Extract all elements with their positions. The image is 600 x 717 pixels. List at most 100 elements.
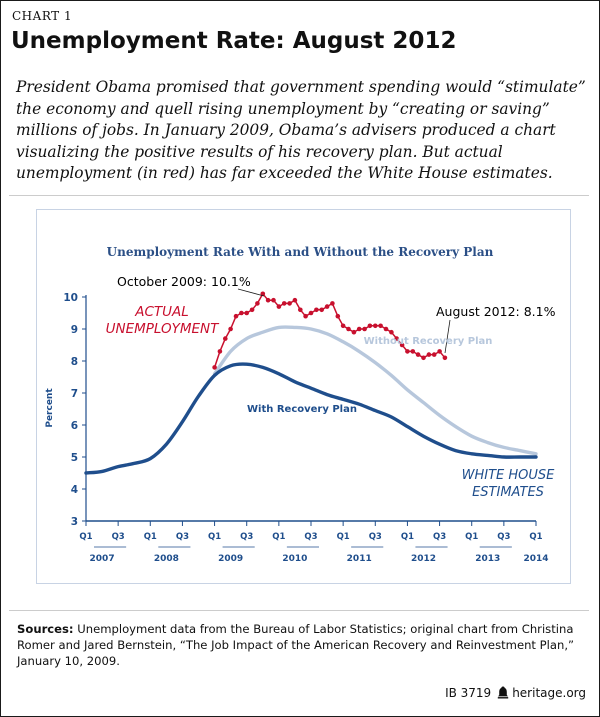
actual-data-point [346,326,351,332]
chart-number-label: CHART 1 [12,9,73,23]
actual-data-point [287,301,292,306]
actual-data-point [281,301,287,306]
actual-unemployment-label-2: UNEMPLOYMENT [106,321,221,337]
actual-data-point [330,301,335,306]
actual-data-point [239,310,244,316]
footer: IB 3719 heritage.org [445,686,586,702]
bell-icon [497,686,509,702]
actual-unemployment-line [213,293,446,369]
actual-data-point [362,326,367,332]
actual-data-point [319,307,325,313]
x-quarter-label: Q3 [304,532,317,542]
divider [9,195,589,196]
actual-data-point [255,301,260,306]
actual-data-point [233,313,239,319]
actual-data-point [335,313,341,319]
actual-data-point [217,349,223,354]
actual-data-point [308,310,314,316]
actual-unemployment-label: ACTUAL [134,304,189,320]
with-plan-line [84,362,538,475]
actual-data-point [244,310,249,316]
y-tick-label: 7 [71,388,78,400]
actual-data-point [292,297,298,303]
actual-data-point [373,323,378,329]
chart-axes: 3 4 5 6 7 8 9 10 Q1 Q3 Q1 Q3 Q1 Q3 Q1 Q3 Q1 Q3 Q1 Q3 Q1 Q3 Q1 2… [63,292,548,564]
actual-data-point [383,326,389,332]
x-quarter-label: Q1 [337,532,350,542]
actual-data-point [314,307,319,313]
x-year-label: 2011 [347,554,372,564]
y-tick-label: 6 [71,420,78,432]
actual-data-point [298,307,303,313]
actual-data-point [394,336,400,341]
sources-note: Sources: Unemployment data from the Bure… [17,621,587,669]
actual-data-point [378,323,383,329]
peak-leader-line [237,288,265,297]
x-year-label: 2008 [154,554,179,564]
actual-data-point [415,352,421,357]
x-quarter-label: Q3 [240,532,253,542]
y-tick-label: 4 [71,484,78,496]
actual-data-point [437,349,442,354]
x-quarter-label: Q3 [176,532,189,542]
actual-data-point [405,349,410,354]
intro-paragraph: President Obama promised that government… [16,78,586,182]
chart-title: Unemployment Rate With and Without the R… [107,245,494,259]
divider [9,610,589,611]
y-tick-label: 9 [71,324,78,336]
x-quarter-label: Q1 [272,532,285,542]
latest-leader-line [444,319,451,354]
x-quarter-label: Q3 [433,532,446,542]
actual-data-point [271,297,276,303]
x-year-label: 2014 [523,554,548,564]
y-tick-label: 3 [71,516,78,528]
actual-data-point [340,323,346,329]
x-year-label: 2012 [411,554,436,564]
actual-data-point [260,291,266,297]
y-tick-label: 8 [71,356,78,368]
actual-data-point [276,304,282,309]
x-year-label: 2010 [282,554,307,564]
white-house-estimates-label: WHITE HOUSE [462,468,556,483]
peak-annotation: October 2009: 10.1% [117,274,251,289]
actual-data-point [303,313,308,319]
x-quarter-label: Q1 [208,532,221,542]
actual-data-point [265,297,271,303]
actual-data-point [389,329,394,335]
actual-data-point [351,329,357,335]
series-layer [84,291,538,475]
x-quarter-label: Q3 [112,532,125,542]
x-quarter-label: Q3 [369,532,382,542]
actual-data-point [442,355,448,361]
actual-data-point [324,304,330,309]
x-year-label: 2009 [218,554,243,564]
x-year-label: 2013 [475,554,500,564]
x-quarter-label: Q1 [465,532,478,542]
y-tick-label: 10 [63,292,78,304]
x-quarter-label: Q1 [79,532,92,542]
actual-data-point [421,355,426,361]
actual-data-point [410,349,416,354]
without-plan-line [212,325,538,456]
x-quarter-label: Q1 [144,532,157,542]
white-house-estimates-label-2: ESTIMATES [472,485,544,500]
page-title: Unemployment Rate: August 2012 [11,28,457,54]
actual-data-point [356,326,362,332]
brief-id: IB 3719 [445,686,492,700]
x-quarter-label: Q1 [401,532,414,542]
latest-annotation: August 2012: 8.1% [436,304,556,319]
sources-label: Sources: [17,622,74,636]
with-plan-series-label: With Recovery Plan [247,404,357,415]
x-quarter-label: Q3 [497,532,510,542]
x-year-label: 2007 [90,554,115,564]
actual-data-point [399,342,405,348]
actual-data-point [249,307,255,313]
actual-data-point [367,323,373,329]
x-quarter-label: Q1 [529,532,542,542]
actual-data-point [426,352,432,357]
actual-data-point [228,326,233,332]
without-plan-series-label: Without Recovery Plan [364,336,493,347]
sources-text: Unemployment data from the Bureau of Lab… [17,622,575,668]
y-axis-label: Percent [45,388,55,428]
